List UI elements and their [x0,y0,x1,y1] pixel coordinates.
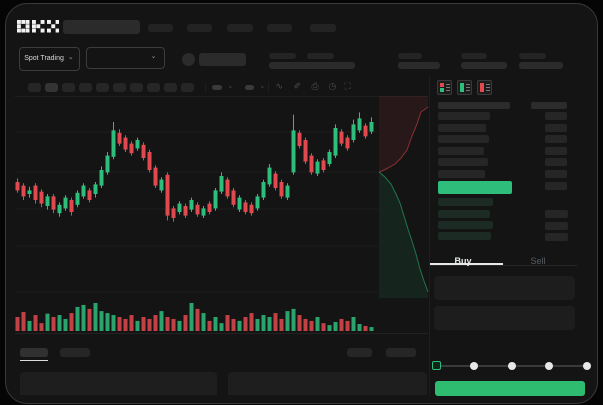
interval-button-10[interactable] [180,82,194,92]
bottom-tab-underline [19,359,48,361]
nav-item-4[interactable] [266,23,292,32]
interval-button-8[interactable] [146,82,160,92]
stat-label-3 [397,52,422,59]
bottom-tab-2[interactable] [59,347,90,357]
bid-row-price [437,209,490,218]
token-logo-icon [181,52,195,66]
stat-value-5 [518,61,563,69]
pair-name-placeholder [198,52,246,66]
ask-row-price [437,123,486,132]
ask-row-amount [544,134,567,143]
nav-item-1[interactable] [147,23,173,32]
bid-row-amount [544,232,568,241]
bottom-action-1[interactable] [346,347,372,357]
market-type-label: Spot Trading [24,55,64,62]
interval-button-4[interactable] [78,82,92,92]
candlestick-chart[interactable] [5,3,598,404]
chevron-down-icon[interactable]: ⌄ [227,82,234,90]
ask-row-price [437,169,485,178]
book-view-asks-icon[interactable] [476,79,492,95]
stat-label-2 [306,52,334,59]
bid-row-price [437,220,493,229]
orderbook-header-price [437,101,510,109]
ask-row-amount [544,169,567,178]
ask-row-amount [544,157,567,166]
chevron-down-icon: ⌄ [67,54,74,61]
buy-submit-button[interactable] [434,380,585,396]
order-input-1[interactable] [433,275,575,300]
last-price-bar [437,180,512,194]
slider-stop-50[interactable] [507,361,516,370]
stat-label-5 [518,52,546,59]
book-view-combined-icon[interactable] [436,79,452,95]
interval-button-5[interactable] [95,82,109,92]
bottom-content-panel-2 [227,371,427,395]
ask-row-price [437,111,490,120]
buy-tab-underline [429,262,503,265]
ask-row-price [437,146,484,155]
ask-row-price [437,157,488,166]
line-tool-icon[interactable]: ∿ [275,80,284,91]
interval-button-6[interactable] [112,82,126,92]
app-window: { "colors": { "up_green": "#2ebd7b", "do… [5,3,598,404]
ask-row-amount [544,111,567,120]
orderbook-header-amount [530,101,567,109]
chevron-down-icon: ⌄ [150,53,157,60]
nav-item-5[interactable] [309,23,336,32]
order-input-2[interactable] [433,305,575,330]
nav-item-2[interactable] [186,23,212,32]
bid-row-price [437,197,493,206]
draw-tool-icon[interactable]: ✐ [293,80,302,91]
market-type-dropdown[interactable]: Spot Trading ⌄ [18,46,80,71]
bottom-action-2[interactable] [385,347,416,357]
interval-button-7[interactable] [129,82,143,92]
interval-button-3[interactable] [61,82,75,92]
stat-label-1 [268,52,296,59]
interval-button-9[interactable] [163,82,177,92]
stat-value-2 [306,61,355,69]
chevron-down-icon[interactable]: ⌄ [259,82,266,90]
bid-row-amount [544,209,568,218]
toolbar-dropdown-label-1 [211,84,222,90]
stat-value-1 [268,61,314,69]
interval-button-1[interactable] [27,82,41,92]
slider-stop-25[interactable] [470,361,478,370]
bid-row-price [437,231,491,240]
pair-dropdown[interactable]: ⌄ [85,46,165,69]
slider-handle[interactable] [432,361,441,370]
fullscreen-icon[interactable]: ⛶ [344,80,351,91]
bid-row-amount [544,221,568,230]
camera-icon[interactable]: ⎙ [311,80,319,91]
settings-icon[interactable]: ◷ [328,80,337,91]
ask-row-amount [544,181,567,190]
ask-row-price [437,134,489,143]
ask-row-amount [544,123,567,132]
nav-item-3[interactable] [226,23,253,32]
okx-logo [16,19,59,32]
stat-value-4 [460,61,507,69]
slider-stop-100[interactable] [582,361,591,370]
toolbar-dropdown-label-2 [244,84,254,90]
ask-row-amount [544,146,567,155]
slider-stop-75[interactable] [545,361,553,370]
search-input[interactable] [62,19,140,34]
tab-sell[interactable]: Sell [530,255,546,266]
stat-label-4 [460,52,487,59]
stat-value-3 [397,61,440,69]
interval-button-2[interactable] [44,82,58,92]
bottom-tab-1[interactable] [19,347,48,357]
book-view-bids-icon[interactable] [456,79,472,95]
tab-buy[interactable]: Buy [454,255,472,266]
bottom-content-panel-1 [19,371,217,395]
